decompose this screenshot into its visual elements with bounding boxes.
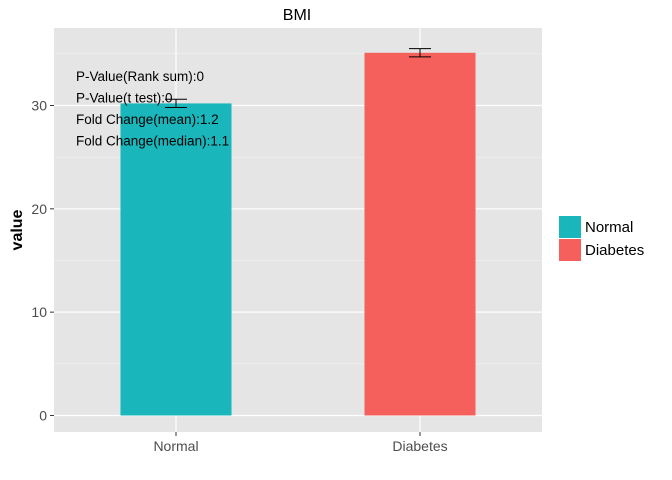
chart-title: BMI	[283, 7, 311, 24]
legend: Normal Diabetes	[559, 216, 644, 261]
stat-annotation: Fold Change(mean):1.2	[76, 112, 219, 127]
y-tick-label: 10	[31, 304, 47, 320]
y-tick-label: 20	[31, 201, 47, 217]
stat-annotation: P-Value(t test):0	[76, 91, 173, 106]
bar-diabetes	[364, 52, 476, 416]
y-tick-label: 30	[31, 97, 47, 113]
legend-key-diabetes	[559, 239, 581, 261]
bar-normal	[120, 103, 232, 416]
y-axis-label: value	[9, 209, 26, 250]
legend-label-diabetes: Diabetes	[585, 242, 644, 259]
stat-annotation: Fold Change(median):1.1	[76, 134, 229, 149]
y-axis: 0 10 20 30	[31, 97, 54, 423]
error-bar-normal	[165, 98, 187, 109]
x-axis: Normal Diabetes	[153, 432, 448, 454]
error-bars-group	[165, 48, 431, 109]
stats-annotations: P-Value(Rank sum):0 P-Value(t test):0 Fold…	[76, 69, 229, 149]
stat-annotation: P-Value(Rank sum):0	[76, 69, 204, 84]
error-bar-diabetes	[409, 48, 431, 58]
x-tick-label-normal: Normal	[153, 438, 198, 454]
x-tick-label-diabetes: Diabetes	[392, 438, 447, 454]
legend-label-normal: Normal	[585, 219, 633, 236]
legend-key-normal	[559, 216, 581, 238]
y-tick-label: 0	[39, 407, 47, 423]
bars-group	[120, 52, 476, 416]
